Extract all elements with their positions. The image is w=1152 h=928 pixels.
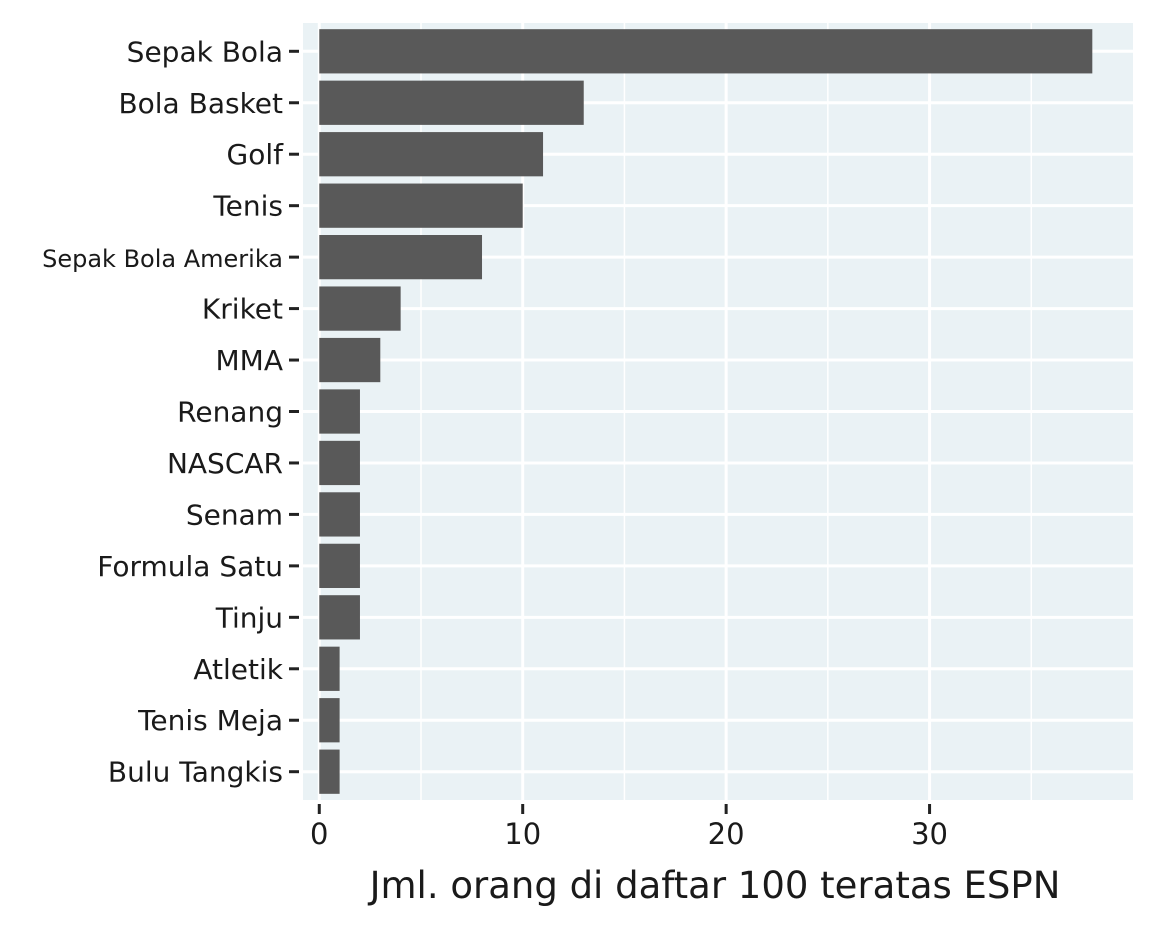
y-tick-label: NASCAR [167, 447, 283, 480]
y-tick-label: Sepak Bola [127, 35, 283, 68]
bar-tenis [319, 183, 523, 228]
x-axis-title: Jml. orang di daftar 100 teratas ESPN [368, 864, 1061, 907]
x-tick-label: 0 [310, 817, 328, 851]
bar-mma [319, 337, 381, 383]
bar-kriket [319, 286, 401, 331]
x-tick-label: 30 [911, 817, 948, 851]
y-tick-label: Tinju [215, 601, 283, 634]
y-tick-label: MMA [216, 344, 283, 377]
y-tick-label: Tenis Meja [137, 704, 283, 737]
y-tick-label: Golf [227, 138, 285, 171]
bar-renang [319, 389, 360, 434]
y-tick-label: Kriket [202, 293, 283, 326]
bar-sepak-bola [319, 29, 1093, 74]
y-tick-label: Renang [177, 396, 283, 429]
y-tick-label: Sepak Bola Amerika [42, 245, 283, 273]
y-tick-label: Tenis [212, 190, 283, 223]
bar-senam [319, 492, 360, 537]
x-tick-label: 10 [504, 817, 541, 851]
y-tick-label: Senam [186, 498, 283, 531]
bar-nascar [319, 440, 360, 486]
y-tick-label: Atletik [193, 653, 283, 686]
bar-bola-basket [319, 80, 584, 125]
bar-golf [319, 132, 544, 177]
bar-bulu-tangkis [319, 749, 340, 794]
x-axis: 0 10 20 30 [310, 804, 948, 851]
y-tick-label: Formula Satu [97, 550, 283, 583]
bars [319, 29, 1093, 794]
bar-atletik [319, 646, 340, 691]
bar-tinju [319, 595, 360, 640]
y-tick-label: Bulu Tangkis [108, 756, 283, 789]
y-tick-label: Bola Basket [118, 87, 283, 120]
y-axis: Sepak Bola Bola Basket Golf Tenis Sepak Bola… [42, 35, 299, 789]
bar-tenis-meja [319, 698, 340, 743]
bar-sepak-bola-amerika [319, 235, 483, 280]
x-tick-label: 20 [708, 817, 745, 851]
bar-formula-satu [319, 543, 360, 588]
